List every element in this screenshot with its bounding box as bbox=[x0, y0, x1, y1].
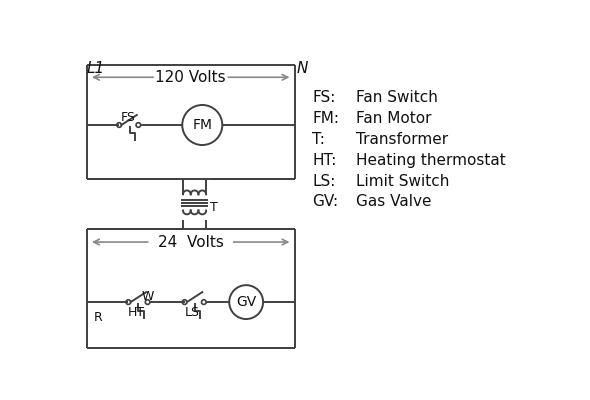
Text: FS: FS bbox=[120, 111, 136, 124]
Text: GV: GV bbox=[236, 295, 256, 309]
Text: Limit Switch: Limit Switch bbox=[356, 174, 450, 188]
Text: T:: T: bbox=[312, 132, 325, 147]
Text: Fan Switch: Fan Switch bbox=[356, 90, 438, 105]
Text: LS:: LS: bbox=[312, 174, 336, 188]
Text: FM:: FM: bbox=[312, 111, 339, 126]
Text: Transformer: Transformer bbox=[356, 132, 448, 147]
Text: W: W bbox=[142, 290, 154, 303]
Text: T: T bbox=[210, 201, 218, 214]
Text: Fan Motor: Fan Motor bbox=[356, 111, 432, 126]
Text: 24  Volts: 24 Volts bbox=[158, 234, 224, 250]
Text: HT:: HT: bbox=[312, 153, 337, 168]
Text: Gas Valve: Gas Valve bbox=[356, 194, 432, 209]
Text: Heating thermostat: Heating thermostat bbox=[356, 153, 506, 168]
Text: GV:: GV: bbox=[312, 194, 339, 209]
Text: LS: LS bbox=[185, 306, 200, 319]
Text: 120 Volts: 120 Volts bbox=[155, 70, 226, 85]
Text: L1: L1 bbox=[87, 61, 105, 76]
Text: N: N bbox=[297, 61, 309, 76]
Text: FS:: FS: bbox=[312, 90, 336, 105]
Text: FM: FM bbox=[192, 118, 212, 132]
Text: HT: HT bbox=[127, 306, 145, 319]
Text: R: R bbox=[94, 311, 103, 324]
